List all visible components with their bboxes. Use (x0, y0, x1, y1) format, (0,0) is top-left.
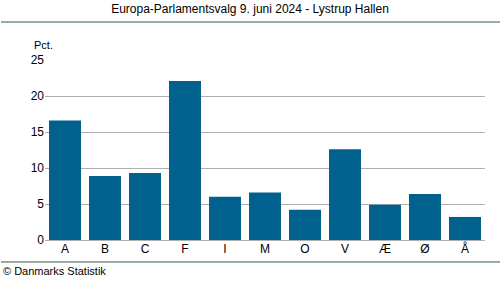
svg-text:A: A (61, 242, 69, 256)
svg-text:Pct.: Pct. (34, 39, 53, 51)
svg-text:O: O (300, 242, 309, 256)
svg-text:Å: Å (461, 241, 469, 256)
svg-text:I: I (223, 242, 226, 256)
svg-text:F: F (181, 242, 188, 256)
svg-text:10: 10 (31, 161, 45, 175)
svg-text:15: 15 (31, 125, 45, 139)
svg-text:M: M (260, 242, 270, 256)
svg-text:5: 5 (37, 197, 44, 211)
svg-text:B: B (101, 242, 109, 256)
svg-text:0: 0 (37, 233, 44, 247)
svg-text:25: 25 (31, 53, 45, 67)
svg-text:C: C (141, 242, 150, 256)
svg-text:20: 20 (31, 89, 45, 103)
svg-text:© Danmarks Statistik: © Danmarks Statistik (3, 265, 106, 277)
svg-text:Ø: Ø (420, 242, 429, 256)
svg-text:V: V (341, 242, 349, 256)
svg-text:Europa-Parlamentsvalg 9. juni: Europa-Parlamentsvalg 9. juni 2024 - Lys… (111, 2, 389, 16)
svg-text:Æ: Æ (379, 242, 391, 256)
